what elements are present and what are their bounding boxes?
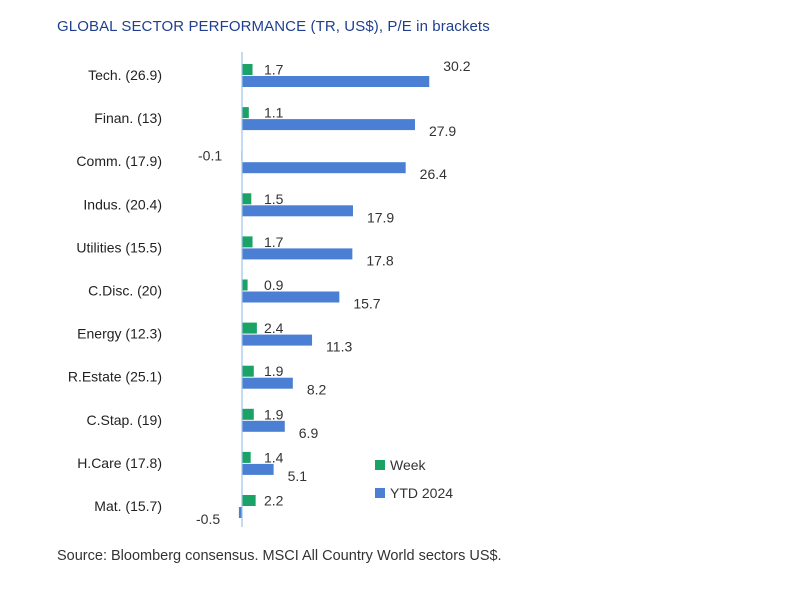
ytd-value-energy: 11.3: [326, 339, 352, 355]
week-bar-hcare: [242, 451, 251, 463]
ytd-bar-cstap: [242, 420, 285, 432]
ytd-value-comm: 26.4: [420, 166, 447, 182]
category-label-cstap: C.Stap. (19): [87, 412, 162, 428]
week-value-hcare: 1.4: [264, 449, 284, 465]
ytd-bar-restate: [242, 377, 293, 389]
category-label-restate: R.Estate (25.1): [68, 369, 162, 385]
week-value-energy: 2.4: [264, 320, 284, 336]
ytd-bar-energy: [242, 334, 313, 346]
chart-title: GLOBAL SECTOR PERFORMANCE (TR, US$), P/E…: [57, 18, 490, 35]
ytd-value-cdisc: 15.7: [353, 296, 380, 312]
ytd-bar-indus: [242, 205, 353, 217]
category-label-tech: Tech. (26.9): [88, 67, 162, 83]
category-label-comm: Comm. (17.9): [76, 153, 162, 169]
source-note: Source: Bloomberg consensus. MSCI All Co…: [57, 548, 502, 564]
ytd-value-cstap: 6.9: [299, 425, 319, 441]
week-value-indus: 1.5: [264, 191, 284, 207]
legend-ytd-label: YTD 2024: [390, 485, 453, 501]
ytd-bar-utilities: [242, 248, 353, 260]
legend-ytd-swatch: [375, 488, 385, 498]
ytd-value-hcare: 5.1: [288, 468, 308, 484]
week-value-finan: 1.1: [264, 105, 284, 121]
category-label-finan: Finan. (13): [94, 110, 162, 126]
category-label-indus: Indus. (20.4): [83, 196, 162, 212]
category-label-energy: Energy (12.3): [77, 326, 162, 342]
legend-week-label: Week: [390, 457, 427, 473]
category-label-cdisc: C.Disc. (20): [88, 283, 162, 299]
week-bar-finan: [242, 107, 249, 119]
ytd-value-mat: -0.5: [196, 511, 220, 527]
ytd-bar-comm: [242, 162, 406, 174]
ytd-bar-hcare: [242, 463, 274, 475]
ytd-value-indus: 17.9: [367, 209, 394, 225]
category-label-utilities: Utilities (15.5): [76, 239, 162, 255]
ytd-value-utilities: 17.8: [366, 252, 393, 268]
legend-week-swatch: [375, 460, 385, 470]
week-value-cstap: 1.9: [264, 406, 284, 422]
week-bar-utilities: [242, 236, 253, 248]
week-bar-tech: [242, 64, 253, 75]
week-value-tech: 1.7: [264, 62, 284, 78]
week-bar-energy: [242, 322, 257, 334]
ytd-value-tech: 30.2: [443, 58, 470, 74]
week-bar-indus: [242, 193, 252, 205]
week-value-mat: 2.2: [264, 493, 284, 509]
ytd-bar-tech: [242, 76, 430, 87]
week-value-comm: -0.1: [198, 148, 222, 164]
ytd-bar-mat: [238, 507, 242, 518]
category-label-mat: Mat. (15.7): [94, 498, 162, 514]
week-value-restate: 1.9: [264, 363, 284, 379]
week-bar-mat: [242, 495, 256, 506]
category-label-hcare: H.Care (17.8): [77, 455, 162, 471]
week-bar-cdisc: [242, 279, 248, 291]
ytd-bar-cdisc: [242, 291, 340, 303]
ytd-value-restate: 8.2: [307, 382, 327, 398]
ytd-bar-finan: [242, 119, 415, 131]
ytd-value-finan: 27.9: [429, 123, 456, 139]
week-bar-cstap: [242, 408, 254, 420]
week-bar-restate: [242, 365, 254, 377]
week-value-cdisc: 0.9: [264, 277, 284, 293]
week-value-utilities: 1.7: [264, 234, 284, 250]
